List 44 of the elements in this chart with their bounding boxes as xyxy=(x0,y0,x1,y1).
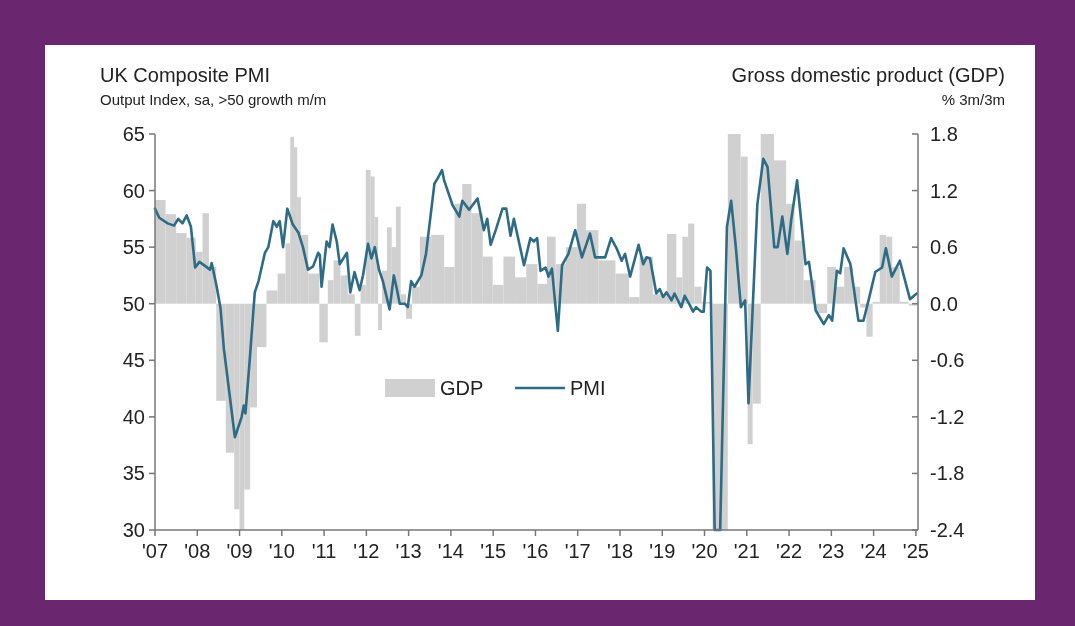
x-tick-label: '25 xyxy=(902,540,929,562)
y-tick-label: 30 xyxy=(122,519,145,541)
y2-tick-label: -2.4 xyxy=(930,519,965,541)
x-tick-label: '14 xyxy=(437,540,464,562)
x-tick-label: '19 xyxy=(649,540,676,562)
y2-axis-title: Gross domestic product (GDP) xyxy=(731,64,1005,86)
y2-tick-label: -1.2 xyxy=(930,405,965,428)
x-tick-label: '08 xyxy=(184,540,211,562)
y2-tick-label: -1.8 xyxy=(930,462,965,485)
y-tick-label: 60 xyxy=(122,179,145,202)
bar xyxy=(866,303,873,337)
x-tick-label: '12 xyxy=(353,540,380,562)
y2-tick-label: 1.8 xyxy=(930,123,958,145)
x-tick-label: '09 xyxy=(226,540,253,562)
x-tick-label: '15 xyxy=(480,540,507,562)
x-tick-label: '17 xyxy=(564,540,591,562)
x-tick-label: '13 xyxy=(395,540,422,562)
x-tick-label: '21 xyxy=(733,540,760,562)
x-tick-label: '16 xyxy=(522,540,549,562)
bar xyxy=(319,303,328,343)
chart-subtitle: Output Index, sa, >50 growth m/m xyxy=(100,91,327,108)
y2-tick-label: 0.6 xyxy=(930,236,958,259)
y-tick-label: 35 xyxy=(122,462,145,485)
text: % 3m/3m xyxy=(941,91,1005,108)
y-tick-label: 40 xyxy=(122,405,145,428)
y2-tick-label: -0.6 xyxy=(930,349,965,372)
y2-tick-label: 1.2 xyxy=(930,179,958,202)
legend-label: PMI xyxy=(570,377,606,399)
x-tick-label: '11 xyxy=(311,540,337,562)
legend-label: GDP xyxy=(440,377,484,399)
x-tick-label: '24 xyxy=(860,540,887,562)
x-tick-label: '07 xyxy=(141,540,169,562)
x-tick-label: '10 xyxy=(268,540,295,562)
x-tick-label: '23 xyxy=(818,540,845,562)
chart-title: UK Composite PMI xyxy=(100,64,271,86)
x-tick-label: '18 xyxy=(606,540,634,562)
bar xyxy=(354,303,361,336)
y-tick-label: 65 xyxy=(122,123,145,145)
y-tick-label: 45 xyxy=(122,349,145,372)
y-tick-label: 50 xyxy=(122,292,145,315)
y-tick-label: 55 xyxy=(122,236,145,259)
y2-tick-label: 0.0 xyxy=(930,292,958,315)
x-tick-label: '20 xyxy=(691,540,718,562)
x-tick-label: '22 xyxy=(776,540,803,562)
